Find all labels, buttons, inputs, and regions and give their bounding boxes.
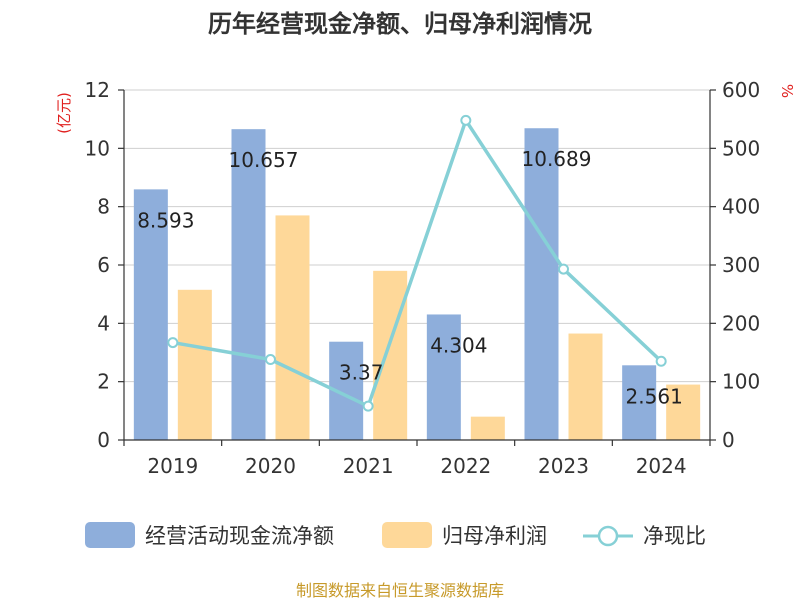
y-right-tick-label: 400 — [722, 195, 760, 219]
y-left-tick-label: 12 — [85, 78, 110, 102]
y-left-tick-label: 10 — [85, 136, 110, 160]
y-right-tick-label: 500 — [722, 136, 760, 160]
legend-marker-ratio — [597, 525, 619, 547]
legend-swatch-cashflow — [85, 522, 135, 548]
data-labels: 8.593 10.657 3.37 4.304 10.689 2.561 — [137, 147, 683, 408]
ratio-point — [558, 263, 569, 275]
ratio-line — [167, 114, 667, 412]
y-right-tick-label: 0 — [722, 428, 735, 452]
x-tick-label: 2023 — [538, 454, 589, 478]
ratio-point — [265, 354, 276, 365]
y-left-tick-label: 4 — [97, 311, 110, 335]
bar-profit — [568, 333, 603, 440]
legend-item-ratio[interactable]: 净现比 — [583, 524, 706, 548]
data-label-cashflow: 4.304 — [430, 333, 487, 357]
data-label-cashflow: 3.37 — [339, 361, 384, 385]
bar-cashflow — [133, 189, 168, 440]
legend: 经营活动现金流净额 归母净利润 净现比 — [85, 522, 706, 548]
ratio-point — [167, 337, 179, 349]
y-left-unit: (亿元) — [55, 92, 73, 134]
y-right-tick-label: 100 — [722, 370, 760, 394]
legend-label-ratio: 净现比 — [643, 524, 706, 548]
ratio-line-path — [172, 118, 663, 408]
data-label-cashflow: 2.561 — [626, 384, 683, 408]
x-tick-label: 2020 — [245, 454, 296, 478]
bar-profit — [177, 289, 212, 440]
axes: 0 2 4 6 8 10 12 0 100 200 300 400 500 600 2019 2020 2021… — [85, 78, 761, 478]
bars — [133, 128, 701, 441]
bar-profit — [666, 384, 701, 440]
x-tick-label: 2022 — [440, 454, 491, 478]
y-right-tick-label: 200 — [722, 311, 760, 335]
ratio-point — [362, 400, 374, 412]
legend-label-cashflow: 经营活动现金流净额 — [145, 524, 334, 548]
legend-swatch-profit — [382, 522, 432, 548]
legend-item-profit[interactable]: 归母净利润 — [382, 522, 547, 548]
x-tick-label: 2019 — [147, 454, 198, 478]
data-label-cashflow: 8.593 — [137, 208, 194, 232]
bar-cashflow — [622, 365, 657, 440]
data-label-cashflow: 10.689 — [522, 147, 592, 171]
x-tick-label: 2021 — [343, 454, 394, 478]
bar-cashflow — [231, 129, 266, 440]
y-right-unit: % — [778, 84, 796, 98]
bar-cashflow — [524, 128, 559, 441]
legend-item-cashflow[interactable]: 经营活动现金流净额 — [85, 522, 334, 548]
chart-title: 历年经营现金净额、归母净利润情况 — [208, 10, 592, 38]
y-left-tick-label: 2 — [97, 370, 110, 394]
data-label-cashflow: 10.657 — [229, 148, 299, 172]
bar-cashflow — [426, 314, 461, 440]
bar-profit — [275, 215, 310, 440]
y-right-tick-label: 300 — [722, 253, 760, 277]
y-right-tick-label: 600 — [722, 78, 760, 102]
bar-profit — [470, 416, 505, 440]
source-note: 制图数据来自恒生聚源数据库 — [296, 581, 504, 600]
bar-profit — [373, 270, 408, 440]
grid-lines — [124, 89, 710, 383]
x-tick-label: 2024 — [636, 454, 687, 478]
legend-label-profit: 归母净利润 — [442, 524, 547, 548]
ratio-point — [460, 114, 472, 126]
y-left-tick-label: 0 — [97, 428, 110, 452]
y-left-tick-label: 8 — [97, 195, 110, 219]
ratio-point — [655, 355, 667, 367]
y-left-tick-label: 6 — [97, 253, 110, 277]
